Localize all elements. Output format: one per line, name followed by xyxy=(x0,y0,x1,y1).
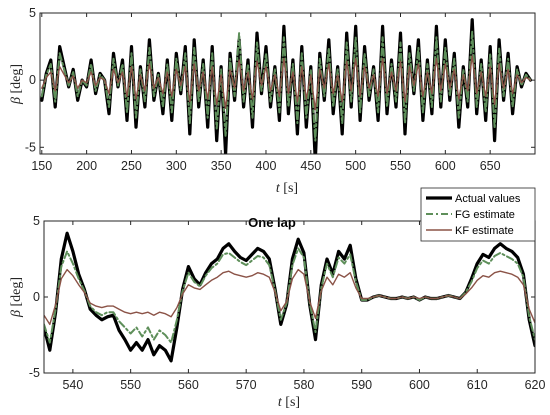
bottom-y-tick-label: 0 xyxy=(33,290,40,304)
bottom-x-axis-var: t xyxy=(278,395,283,410)
legend: Actual values FG estimate KF estimate xyxy=(420,187,536,242)
top-x-tick-label: 300 xyxy=(166,159,187,173)
top-x-tick-label: 150 xyxy=(31,159,52,173)
legend-label-actual: Actual values xyxy=(455,193,521,205)
bottom-x-tick-label: 560 xyxy=(178,378,199,392)
top-series-fg xyxy=(40,30,532,142)
top-y-axis-var: β xyxy=(9,97,24,105)
bottom-chart-title: One lap xyxy=(248,215,296,230)
top-x-axis-unit: [s] xyxy=(283,181,298,196)
bottom-y-tick-label: 5 xyxy=(33,214,40,228)
bottom-x-tick-label: 580 xyxy=(294,378,315,392)
bottom-series-kf xyxy=(44,268,535,326)
top-x-tick-label: 500 xyxy=(345,159,366,173)
legend-label-fg: FG estimate xyxy=(455,209,515,221)
top-x-axis-var: t xyxy=(276,181,281,196)
bottom-x-axis-label: t [s] xyxy=(278,395,300,410)
top-x-tick-label: 650 xyxy=(480,159,501,173)
bottom-x-tick-label: 590 xyxy=(351,378,372,392)
top-y-axis-label: β [deg] xyxy=(9,64,24,105)
top-plot-lines xyxy=(40,18,533,154)
top-y-tick-label: 0 xyxy=(29,73,36,87)
top-x-tick-label: 600 xyxy=(435,159,456,173)
top-y-ticks: -5 0 5 xyxy=(25,6,535,154)
top-x-tick-label: 450 xyxy=(300,159,321,173)
bottom-x-tick-label: 610 xyxy=(467,378,488,392)
bottom-x-tick-label: 570 xyxy=(236,378,257,392)
bottom-plot-lines xyxy=(44,231,535,363)
top-panel: 150 200 250 300 350 400 450 500 550 600 650 -5 0 5 t… xyxy=(9,6,536,196)
top-x-tick-label: 200 xyxy=(76,159,97,173)
top-axes-box xyxy=(39,12,536,155)
bottom-x-tick-label: 620 xyxy=(525,378,546,392)
bottom-x-tick-label: 540 xyxy=(62,378,83,392)
bottom-y-axis-var: β xyxy=(9,310,24,318)
bottom-x-tick-label: 550 xyxy=(120,378,141,392)
top-y-tick-label: 5 xyxy=(29,6,36,20)
top-x-tick-label: 250 xyxy=(121,159,142,173)
top-series-kf xyxy=(41,55,532,111)
top-x-tick-label: 350 xyxy=(211,159,232,173)
bottom-x-tick-label: 600 xyxy=(409,378,430,392)
top-x-axis-label: t [s] xyxy=(276,181,298,196)
bottom-y-axis-unit: [deg] xyxy=(9,277,24,307)
top-y-axis-unit: [deg] xyxy=(9,64,24,94)
top-y-tick-label: -5 xyxy=(25,140,36,154)
top-x-tick-label: 550 xyxy=(390,159,411,173)
bottom-x-ticks: 540 550 560 570 580 590 600 610 620 xyxy=(62,221,545,392)
legend-label-kf: KF estimate xyxy=(455,225,514,237)
top-x-tick-label: 400 xyxy=(256,159,277,173)
top-x-ticks: 150 200 250 300 350 400 450 500 550 600 650 xyxy=(31,13,501,173)
bottom-x-axis-unit: [s] xyxy=(285,395,300,410)
bottom-y-axis-label: β [deg] xyxy=(9,277,24,318)
bottom-y-tick-label: -5 xyxy=(29,366,40,380)
bottom-panel: One lap 540 550 560 570 580 590 600 610 620 -5 0 5… xyxy=(9,187,545,410)
